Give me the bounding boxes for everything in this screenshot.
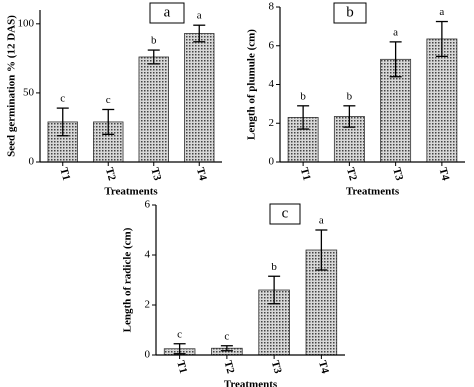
x-tick-label: T3 <box>148 166 163 182</box>
bar <box>426 38 458 163</box>
significance-letter: c <box>177 328 182 340</box>
y-tick-label: 4 <box>269 78 275 90</box>
significance-letter: b <box>347 90 353 102</box>
y-tick-label: 0 <box>29 156 35 168</box>
x-tick-label: T3 <box>269 359 284 375</box>
x-tick-label: T1 <box>57 166 72 182</box>
y-tick-label: 0 <box>145 349 151 361</box>
y-axis-title: Seed germination % (12 DAS) <box>6 15 18 157</box>
x-tick-label: T2 <box>103 166 118 182</box>
panel-label: a <box>164 4 171 20</box>
y-axis-title: Length of plumule (cm) <box>246 29 258 140</box>
panel-box <box>333 2 367 24</box>
x-tick-label: T4 <box>316 359 331 375</box>
significance-letter: a <box>393 26 398 38</box>
y-tick-label: 8 <box>269 1 275 13</box>
y-axis-title: Length of radicle (cm) <box>122 227 134 332</box>
y-tick-label: 2 <box>145 299 151 311</box>
y-tick-label: 100 <box>18 17 35 29</box>
significance-letter: a <box>197 10 202 22</box>
x-axis-title: Treatments <box>224 379 278 387</box>
bar <box>184 33 215 163</box>
significance-letter: b <box>151 35 157 47</box>
y-tick-label: 50 <box>23 86 35 98</box>
x-tick-label: T3 <box>390 166 405 182</box>
significance-letter: b <box>271 261 277 273</box>
x-tick-label: T2 <box>222 359 237 375</box>
y-tick-label: 6 <box>145 199 151 211</box>
x-tick-label: T2 <box>344 166 359 182</box>
x-tick-label: T4 <box>194 166 209 182</box>
x-tick-label: T4 <box>437 166 452 182</box>
significance-letter: a <box>319 215 324 227</box>
significance-letter: c <box>224 330 229 342</box>
panel-label: c <box>282 205 289 221</box>
x-axis-title: Treatments <box>346 186 400 198</box>
y-tick-label: 4 <box>145 249 151 261</box>
panel-box <box>149 2 185 24</box>
bar <box>138 56 169 163</box>
x-axis-title: Treatments <box>104 186 158 198</box>
panel-box <box>269 203 301 225</box>
y-tick-label: 0 <box>269 156 275 168</box>
significance-letter: c <box>60 93 65 105</box>
x-tick-label: T1 <box>298 166 313 182</box>
significance-letter: c <box>106 94 111 106</box>
panel-label: b <box>346 4 354 20</box>
y-tick-label: 2 <box>269 117 275 129</box>
significance-letter: a <box>439 6 444 18</box>
significance-letter: b <box>300 90 306 102</box>
x-tick-label: T1 <box>174 359 189 375</box>
y-tick-label: 6 <box>269 39 275 51</box>
